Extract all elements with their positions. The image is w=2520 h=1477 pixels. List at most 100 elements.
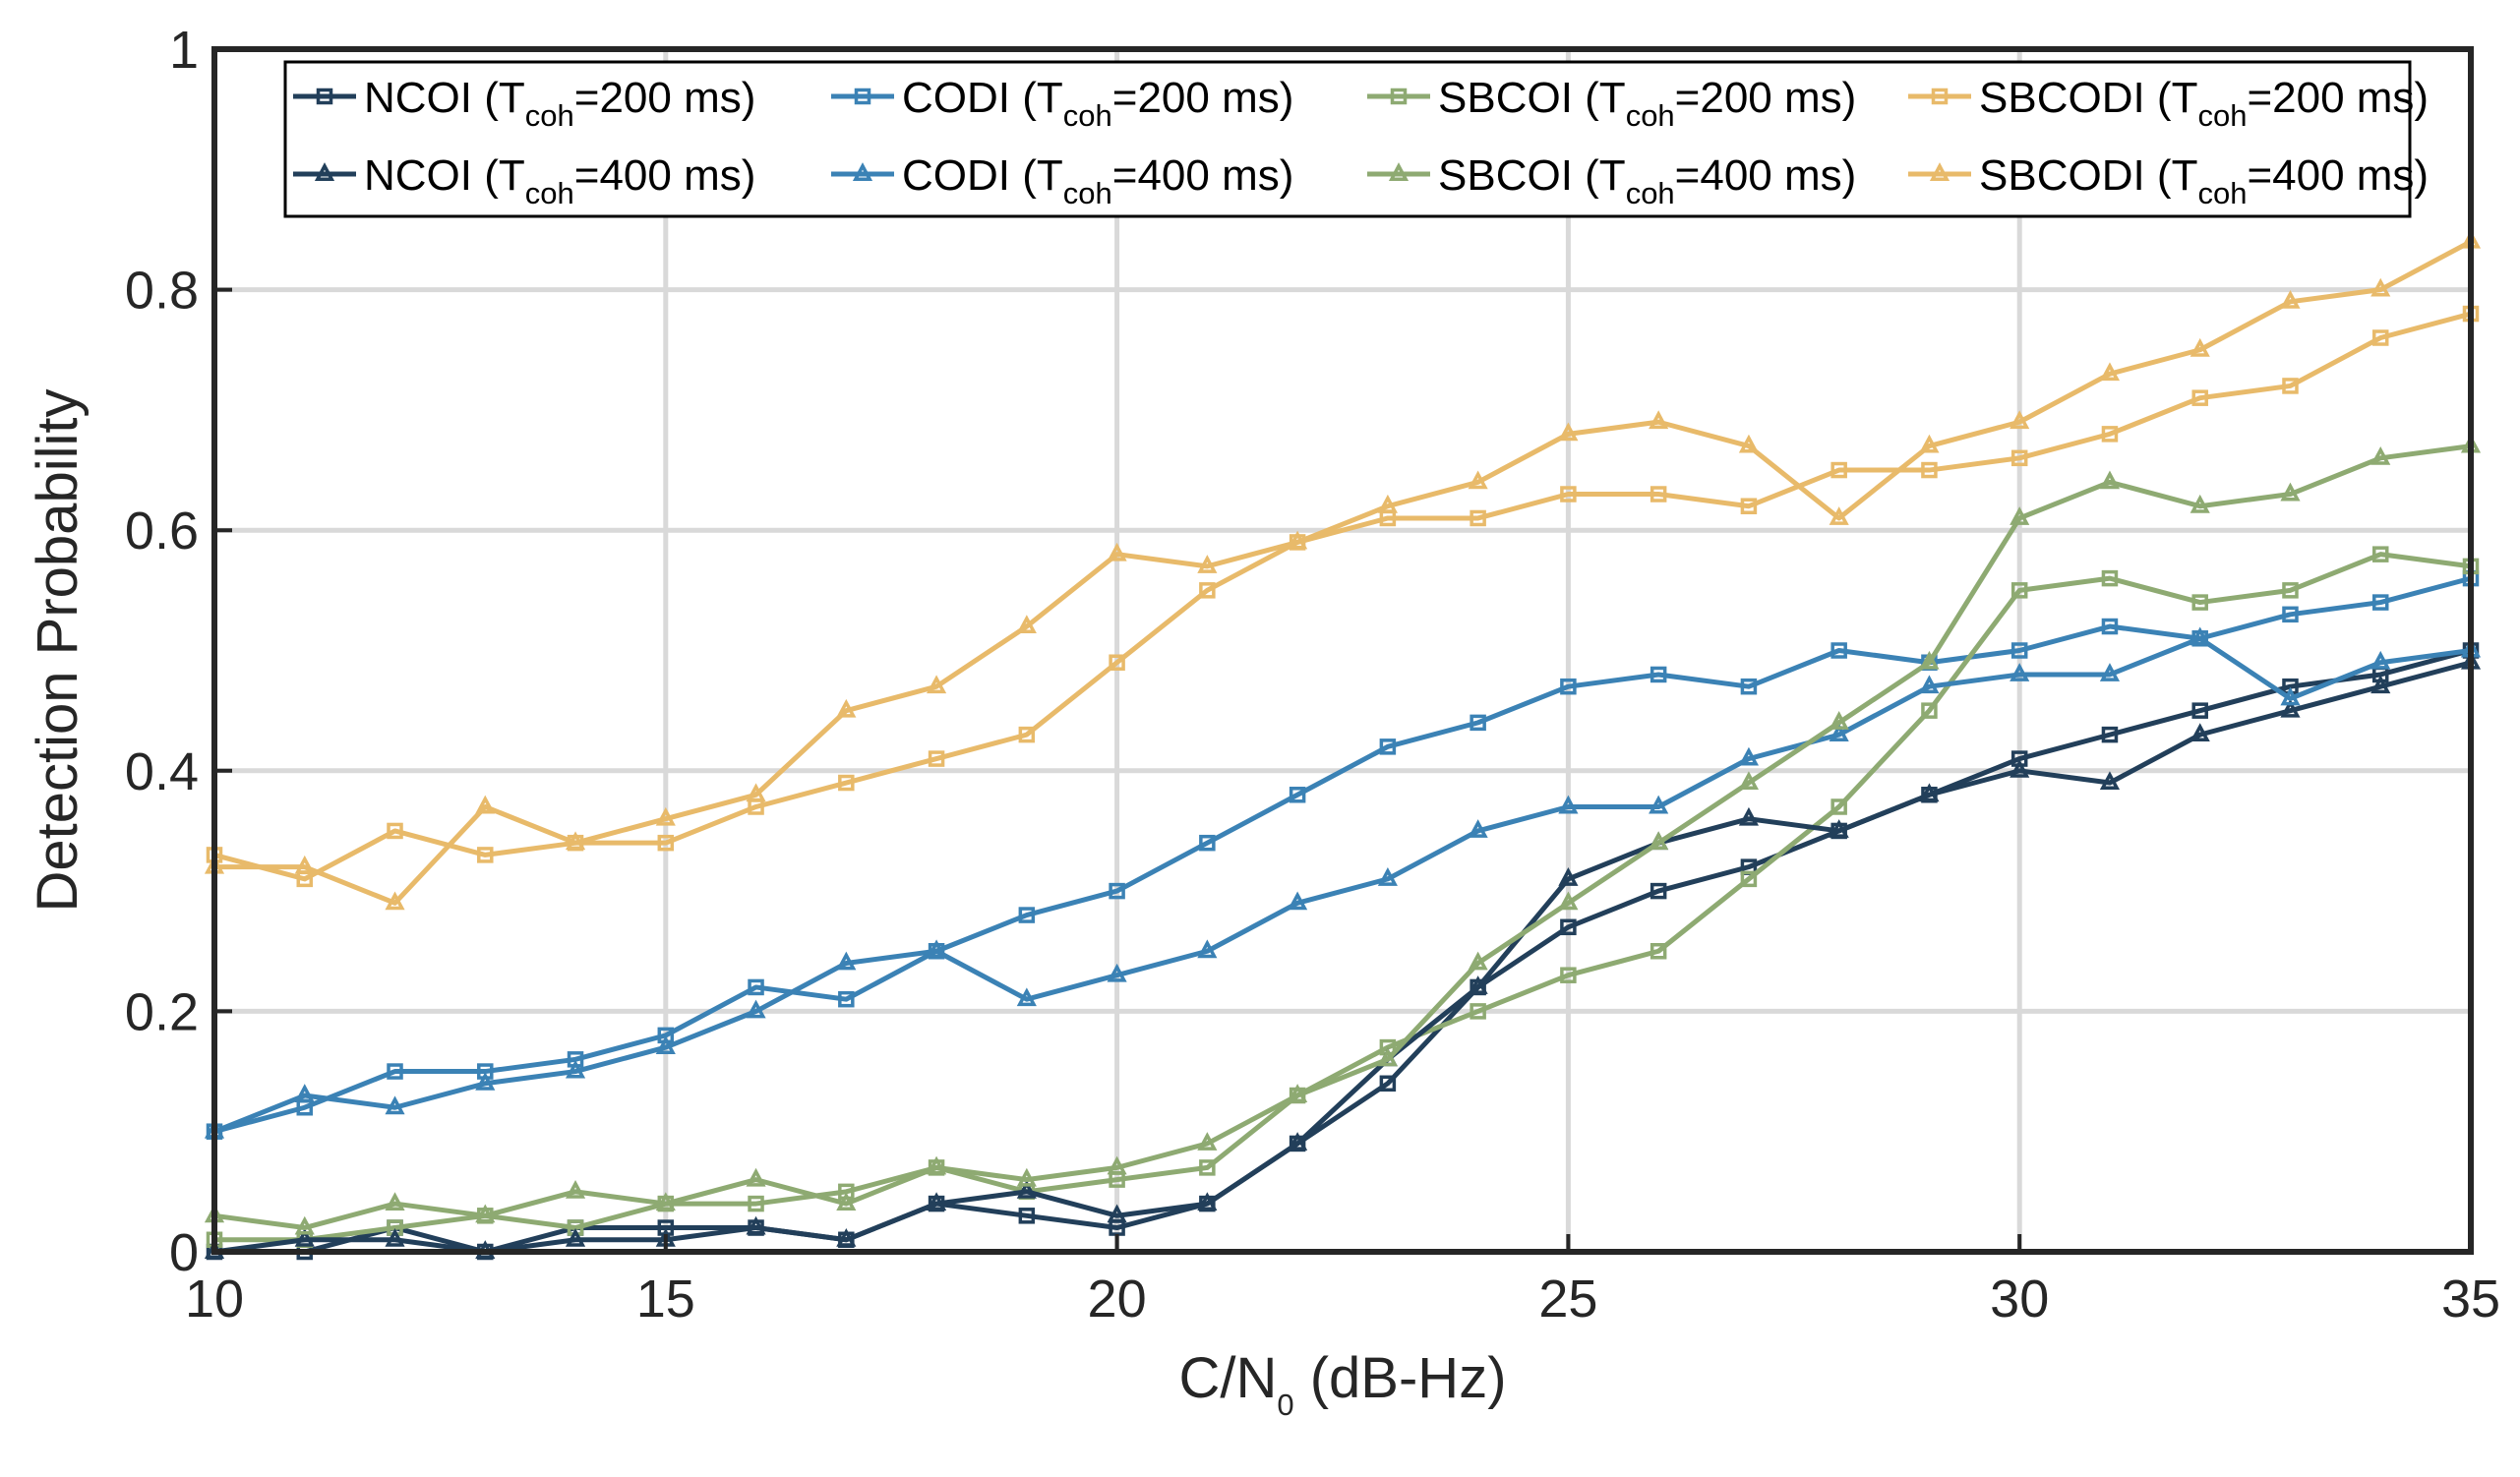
x-tick-label: 25	[1538, 1270, 1597, 1329]
series-line	[213, 575, 2472, 1135]
data-point	[1379, 1075, 1397, 1093]
data-point	[475, 795, 496, 814]
data-point	[2101, 426, 2119, 443]
y-tick-label: 1	[169, 21, 199, 80]
legend-label: SBCODI (Tcoh=400 ms)	[1979, 151, 2429, 210]
x-axis-label-subscript: 0	[1277, 1388, 1293, 1422]
data-point	[2190, 494, 2210, 513]
data-point	[1016, 615, 1037, 633]
data-point	[294, 1084, 315, 1102]
data-point	[1560, 967, 1577, 983]
data-point	[2101, 726, 2119, 743]
data-point	[1558, 422, 1579, 442]
data-point	[1199, 582, 1216, 599]
data-point	[2099, 771, 2121, 790]
data-point	[1197, 1132, 1218, 1151]
legend-label: SBCOI (Tcoh=400 ms)	[1438, 151, 1856, 210]
data-point	[385, 1227, 405, 1247]
legend-label: SBCODI (Tcoh=200 ms)	[1979, 74, 2429, 133]
data-point	[746, 999, 766, 1019]
data-point	[838, 990, 855, 1008]
legend: NCOI (Tcoh=200 ms) CODI (Tcoh=200 ms) SBCO…	[283, 60, 2429, 218]
data-point	[1468, 975, 1488, 994]
data-point	[1289, 787, 1306, 803]
data-point	[2371, 594, 2389, 611]
legend-item: NCOI (Tcoh=200 ms)	[293, 74, 755, 133]
data-point	[1919, 675, 1940, 694]
data-point	[2099, 663, 2121, 681]
data-point	[2099, 470, 2121, 490]
data-point	[2191, 702, 2208, 719]
data-point	[1107, 963, 1127, 982]
data-point	[2370, 277, 2391, 297]
data-point	[477, 847, 494, 863]
y-axis-label: Detection Probability	[26, 389, 90, 913]
data-point	[657, 834, 675, 852]
data-point	[2280, 698, 2301, 718]
data-point	[1738, 434, 1759, 453]
data-point	[1560, 486, 1577, 502]
data-point	[385, 1192, 405, 1211]
data-point	[927, 939, 947, 959]
data-point	[1560, 678, 1577, 695]
data-point	[565, 1180, 586, 1199]
legend-label: NCOI (Tcoh=200 ms)	[364, 74, 755, 133]
data-point	[1199, 834, 1216, 852]
series-line	[214, 239, 2473, 906]
data-point	[2010, 449, 2028, 467]
data-point	[2010, 642, 2028, 659]
x-axis-label-main: C/N	[1178, 1346, 1277, 1410]
legend-label: NCOI (Tcoh=400 ms)	[364, 151, 755, 210]
legend-marker	[1929, 162, 1950, 181]
data-point	[1558, 795, 1579, 814]
data-point	[1738, 771, 1759, 790]
data-series	[204, 229, 2482, 1261]
data-point	[2190, 337, 2210, 357]
legend-item: NCOI (Tcoh=400 ms)	[293, 151, 755, 210]
data-point	[1288, 1132, 1308, 1151]
data-point	[1919, 650, 1940, 670]
legend-label: CODI (Tcoh=200 ms)	[902, 74, 1293, 133]
data-point	[385, 1095, 405, 1115]
series-sbcodi-tcoh-200-ms	[206, 305, 2480, 888]
data-point	[655, 806, 676, 826]
legend-label: SBCOI (Tcoh=200 ms)	[1438, 74, 1856, 133]
data-point	[2191, 389, 2208, 406]
data-point	[294, 855, 315, 874]
legend-marker	[314, 162, 335, 181]
data-point	[1197, 555, 1218, 573]
data-point	[748, 1195, 764, 1212]
data-point	[1921, 461, 1938, 479]
data-point	[1018, 726, 1036, 743]
data-point	[655, 1035, 676, 1055]
series-line	[214, 552, 2472, 1243]
data-point	[1377, 494, 1398, 513]
data-point	[1830, 798, 1847, 815]
x-tick-label: 15	[636, 1270, 695, 1329]
data-point	[1740, 870, 1758, 888]
data-point	[1468, 951, 1488, 971]
data-point	[2370, 675, 2391, 694]
data-point	[1377, 1047, 1398, 1067]
data-point	[1830, 642, 1847, 659]
data-point	[1921, 702, 1938, 719]
data-point	[2010, 410, 2030, 430]
series-line	[213, 635, 2472, 1135]
x-tick-label: 20	[1088, 1270, 1147, 1329]
data-point	[928, 750, 945, 767]
data-point	[565, 1059, 586, 1079]
data-point	[1830, 461, 1847, 479]
y-tick-label: 0.6	[125, 502, 199, 561]
legend-item: SBCOI (Tcoh=200 ms)	[1367, 74, 1856, 133]
data-point	[1650, 943, 1667, 960]
data-point	[748, 978, 764, 996]
data-point	[2010, 663, 2030, 681]
data-point	[1829, 723, 1849, 742]
legend-box	[283, 60, 2412, 218]
data-point	[1016, 1180, 1037, 1199]
data-point	[1740, 678, 1758, 695]
data-point	[2280, 686, 2301, 706]
data-point	[1649, 410, 1669, 430]
data-point	[2282, 606, 2299, 623]
